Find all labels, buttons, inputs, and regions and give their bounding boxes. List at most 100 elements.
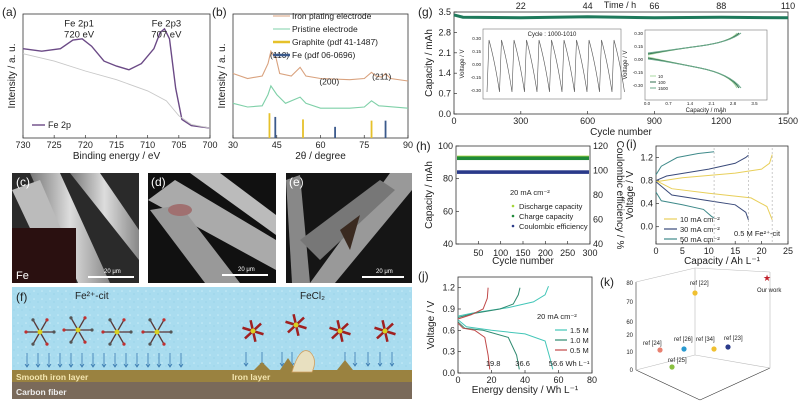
energy-density-label: 36.6 (515, 359, 530, 368)
chart-b-x-axis-label: 2θ / degree (295, 151, 346, 162)
inset-x-label: Capacity / mAh (686, 108, 727, 114)
inset-x-tick: 2.8 (730, 101, 737, 106)
fe-atom (75, 327, 81, 333)
fe-map-label: Fe (16, 270, 29, 282)
data-point (692, 290, 698, 296)
x-tick-label: 300 (513, 116, 528, 126)
legend-label: Fe 2p (48, 120, 71, 130)
schematic-f: (f) Fe²⁺-cit FeCl₂ Smooth iron layer Iro… (12, 287, 412, 399)
fe-citrate-complex (24, 318, 56, 346)
z-tick-label: 60 (626, 320, 633, 326)
charge-curve (457, 287, 521, 318)
y2-tick-label: 80 (593, 190, 603, 200)
charge-curve (457, 286, 549, 317)
chart-g-y-axis-label: Capacity / mAh (424, 29, 435, 97)
chart-i-y-axis-label: Voltage / V (625, 170, 636, 219)
fecl2-title: FeCl₂ (300, 291, 325, 302)
x-tick-label: 25 (783, 246, 793, 256)
fecl2-complex (242, 319, 264, 343)
legend-label: Discharge capacity (519, 202, 583, 211)
deposition-arrow-icon (90, 353, 96, 368)
peak-annotation-energy: 720 eV (64, 29, 95, 40)
series-line-fe-2p (22, 27, 211, 129)
panel-label-c: (c) (16, 175, 30, 189)
y-tick-label: 1.2 (640, 153, 653, 163)
smooth-iron-layer-label: Smooth iron layer (16, 372, 89, 382)
x-tick-label: 75 (359, 140, 369, 150)
atom (52, 330, 56, 334)
chart-g-plot-frame (453, 11, 789, 115)
atom (162, 342, 166, 346)
inset-x-tick: 0.0 (644, 101, 651, 106)
legend-label: Graphite (pdf 41-1487) (292, 37, 378, 47)
fe-atom (382, 328, 388, 334)
inset-y-tick: 0.30 (472, 36, 481, 41)
series-band-coulombic-efficiency (457, 170, 589, 174)
atom (45, 318, 49, 322)
y2-tick-label: 60 (593, 215, 603, 225)
chart-g-cycling: (g) 0 300 600 900 1200 1500 0.0 0.7 1.4 2.1 2.8 3.5 C… (418, 0, 798, 138)
atom (83, 340, 87, 344)
inset-legend-label: 10 (658, 74, 664, 79)
x-tick-label: 20 (486, 375, 496, 385)
inset-y-tick: 0.15 (634, 44, 643, 49)
atom (62, 328, 66, 332)
y-tick-label: 0.0 (640, 222, 653, 232)
sem-image-d: (d) 20 μm (148, 173, 276, 283)
atom (122, 342, 126, 346)
inset-x-tick: 3.5 (751, 101, 758, 106)
dendrite-growth (291, 350, 315, 373)
atom (69, 340, 73, 344)
fe-atom (250, 328, 256, 334)
y2-tick-label: 100 (593, 166, 608, 176)
x-tick-label: 700 (202, 140, 217, 150)
legend-label: Pristine electrode (292, 24, 358, 34)
iron-dendrite (337, 360, 353, 370)
discharge-curve (457, 319, 554, 370)
fe-atom (37, 329, 43, 335)
discharge-curve (655, 180, 773, 220)
peak-annotation-name: Fe 2p3 (152, 18, 182, 29)
energy-density-label: 19.8 (486, 359, 501, 368)
sem-image-c: (c) Fe 20 μm (12, 173, 139, 283)
inset-voltage-profile: Cycle : 1000-1010 0.30 0.15 0.00 -0.15 -0.30 V… (460, 28, 625, 100)
scale-bar-d: 20 μm (238, 267, 255, 273)
inset-legend-label: 1500 (658, 86, 669, 91)
charge-curve (655, 154, 773, 183)
x-tick-label: 730 (15, 140, 30, 150)
inset-y-tick: -0.30 (633, 83, 644, 88)
inset-y-tick: 0.00 (472, 62, 481, 67)
chart-a-panel-label: (a) (2, 5, 17, 19)
top-x-tick-label: 88 (716, 1, 726, 11)
legend-marker (511, 204, 515, 208)
atom (90, 328, 94, 332)
atom (169, 330, 173, 334)
chart-k-panel-label: (k) (600, 275, 614, 289)
fe-atom (337, 328, 343, 334)
legend-label: Iron plating electrode (292, 11, 372, 21)
series-line (232, 49, 409, 82)
data-point (657, 347, 663, 353)
legend-label: Fe (pdf 06-0696) (292, 50, 355, 60)
inset-y-label: Voltage / V (460, 49, 466, 78)
chart-h-x-axis-label: Cycle number (492, 256, 554, 267)
chart-g-x-axis-label: Cycle number (590, 127, 652, 138)
z-tick-label: 10 (626, 350, 633, 356)
inset-x-tick: 0.7 (665, 101, 672, 106)
deposition-arrow-icon (365, 352, 371, 367)
z-tick-label: 70 (626, 300, 633, 306)
fecl2-complex (285, 313, 307, 337)
chart-b-xrd: (b) 30 45 60 75 90 2θ / degree Intensity / a. u… (212, 5, 413, 162)
fecl2-complex (329, 319, 351, 343)
inset-y-tick: 0.15 (472, 49, 481, 54)
y2-tick-label: 40 (593, 239, 603, 249)
condition-label: 20 mA cm⁻² (510, 188, 550, 197)
x-tick-label: 0 (455, 375, 460, 385)
y-tick-label: 1.2 (442, 283, 455, 293)
legend-marker (511, 214, 515, 218)
y-tick-label: 2.1 (438, 48, 451, 58)
y-tick-label: 0.3 (442, 347, 455, 357)
y-tick-label: 100 (438, 141, 453, 151)
inset-charge-line (647, 32, 742, 54)
legend-label: 50 mA cm⁻² (680, 235, 720, 244)
